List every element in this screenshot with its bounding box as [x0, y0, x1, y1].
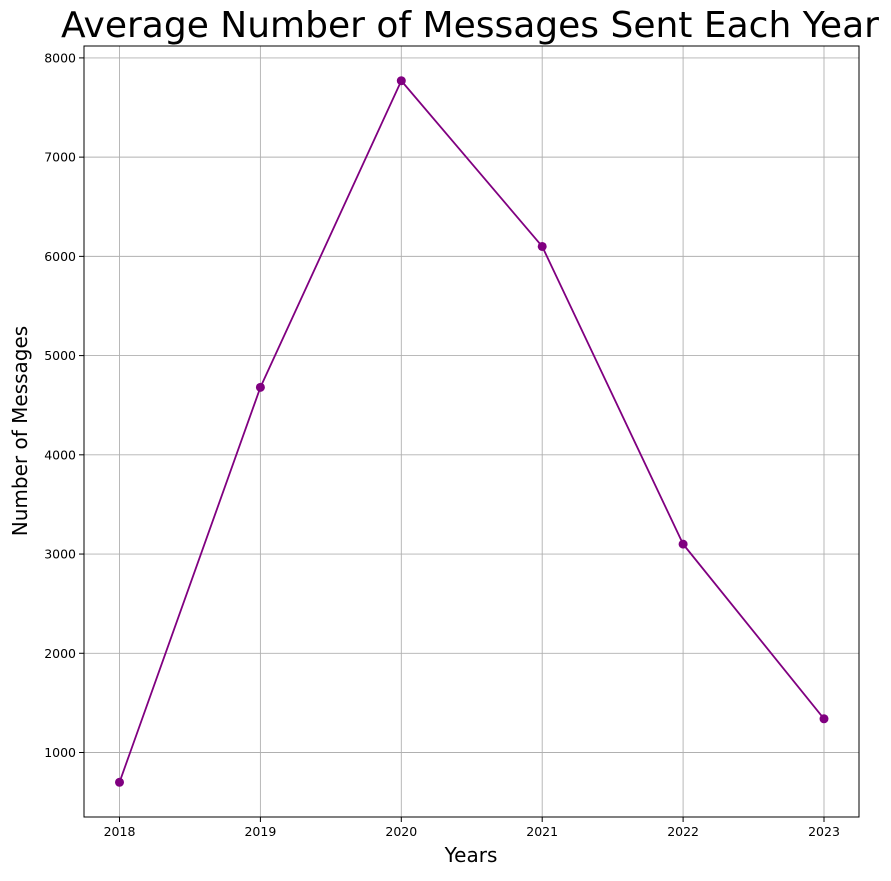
y-tick-label: 8000: [44, 50, 76, 65]
y-axis-label: Number of Messages: [8, 326, 32, 536]
data-point: [819, 714, 829, 724]
y-tick-label: 7000: [44, 150, 76, 165]
chart-title: Average Number of Messages Sent Each Yea…: [61, 5, 879, 46]
x-tick-label: 2022: [667, 824, 699, 839]
y-tick-label: 1000: [44, 745, 76, 760]
series-layer: [115, 76, 829, 787]
y-tick-label: 4000: [44, 447, 76, 462]
y-axis: 1000 2000 3000 4000 5000 6000 7000 8000: [44, 50, 84, 760]
data-point: [115, 777, 124, 787]
x-tick-label: 2021: [526, 824, 558, 839]
grid: [84, 46, 859, 817]
y-tick-label: 6000: [44, 249, 76, 264]
y-tick-label: 3000: [44, 547, 76, 562]
x-tick-label: 2023: [808, 824, 840, 839]
x-tick-label: 2019: [244, 824, 276, 839]
series-line: [118, 79, 825, 783]
x-axis: 2018 2019 2020 2021 2022 2023: [104, 817, 840, 839]
x-tick-label: 2020: [385, 824, 417, 839]
data-point: [396, 76, 406, 86]
x-axis-label: Years: [444, 843, 498, 867]
x-tick-label: 2018: [104, 824, 136, 839]
plot-frame: [83, 45, 860, 818]
data-point: [537, 241, 547, 251]
y-tick-label: 2000: [44, 646, 76, 661]
data-point: [255, 382, 265, 392]
data-point: [678, 539, 688, 549]
y-tick-label: 5000: [44, 348, 76, 363]
